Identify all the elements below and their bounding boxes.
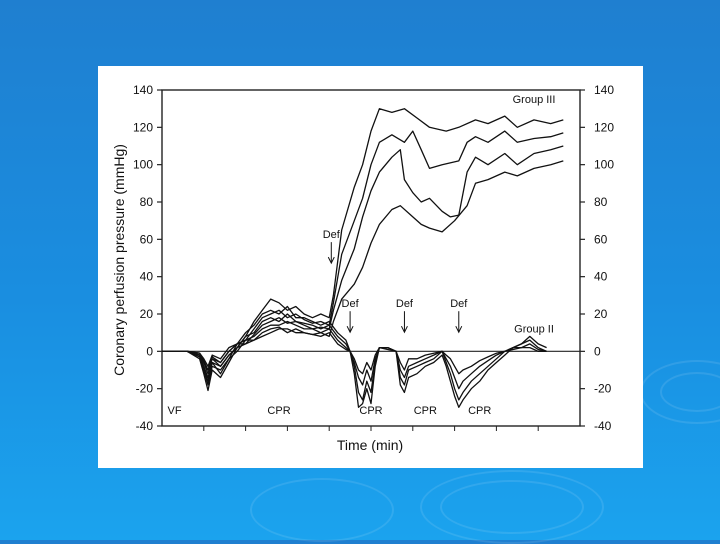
phase-label: CPR bbox=[468, 405, 491, 417]
y-tick-label-left: 40 bbox=[140, 270, 154, 284]
phase-label: VF bbox=[168, 405, 182, 417]
y-tick-label-right: 80 bbox=[594, 195, 608, 209]
y-tick-label-right: -40 bbox=[594, 419, 612, 433]
series-line-4 bbox=[162, 160, 564, 371]
background-ripple bbox=[250, 478, 394, 542]
background-ripple bbox=[660, 372, 720, 412]
y-tick-label-left: -40 bbox=[136, 419, 154, 433]
phase-label: CPR bbox=[267, 405, 290, 417]
series-line-8 bbox=[162, 328, 547, 375]
y-tick-label-right: 140 bbox=[594, 83, 614, 97]
defib-label: Def bbox=[450, 298, 468, 310]
y-tick-label-left: 20 bbox=[140, 307, 154, 321]
phase-label: CPR bbox=[414, 405, 437, 417]
plot-frame bbox=[161, 89, 581, 427]
defib-label: Def bbox=[396, 298, 414, 310]
y-tick-label-right: 100 bbox=[594, 158, 614, 172]
series-line-2 bbox=[162, 130, 564, 386]
chart: 140 120 100 80 60 40 20 0 -20 -40 140 120 100 80 60 40 2… bbox=[111, 83, 614, 453]
y-tick-label-left: 140 bbox=[133, 83, 153, 97]
x-axis-title: Time (min) bbox=[337, 437, 403, 453]
y-axis-title: Coronary perfusion pressure (mmHg) bbox=[111, 144, 127, 376]
group-ii-label: Group II bbox=[514, 324, 554, 336]
background-ripple bbox=[440, 480, 584, 534]
series-line-7 bbox=[162, 320, 547, 390]
group-iii-label: Group III bbox=[513, 94, 556, 106]
y-tick-label-left: -20 bbox=[136, 382, 154, 396]
defib-arrowhead bbox=[455, 325, 463, 334]
y-tick-label-left: 120 bbox=[133, 120, 153, 134]
series-line-1 bbox=[162, 108, 564, 392]
series-line-5 bbox=[162, 305, 547, 408]
figure-panel: 140 120 100 80 60 40 20 0 -20 -40 140 120 100 80 60 40 2… bbox=[98, 66, 643, 468]
y-tick-label-right: 60 bbox=[594, 232, 608, 246]
y-tick-label-right: -20 bbox=[594, 382, 612, 396]
y-tick-label-right: 0 bbox=[594, 344, 601, 358]
y-tick-label-left: 0 bbox=[146, 344, 153, 358]
y-tick-label-left: 80 bbox=[140, 195, 154, 209]
y-tick-label-left: 60 bbox=[140, 232, 154, 246]
phase-label: CPR bbox=[359, 405, 382, 417]
y-tick-label-left: 100 bbox=[133, 158, 153, 172]
y-tick-label-right: 120 bbox=[594, 120, 614, 134]
defib-label: Def bbox=[323, 229, 341, 241]
series-line-6 bbox=[162, 313, 547, 401]
series-line-3 bbox=[162, 145, 564, 379]
y-tick-label-right: 20 bbox=[594, 307, 608, 321]
defib-arrowhead bbox=[346, 325, 354, 334]
y-tick-label-right: 40 bbox=[594, 270, 608, 284]
defib-arrowhead bbox=[400, 325, 408, 334]
defib-arrowhead bbox=[327, 256, 335, 265]
defib-label: Def bbox=[342, 298, 360, 310]
